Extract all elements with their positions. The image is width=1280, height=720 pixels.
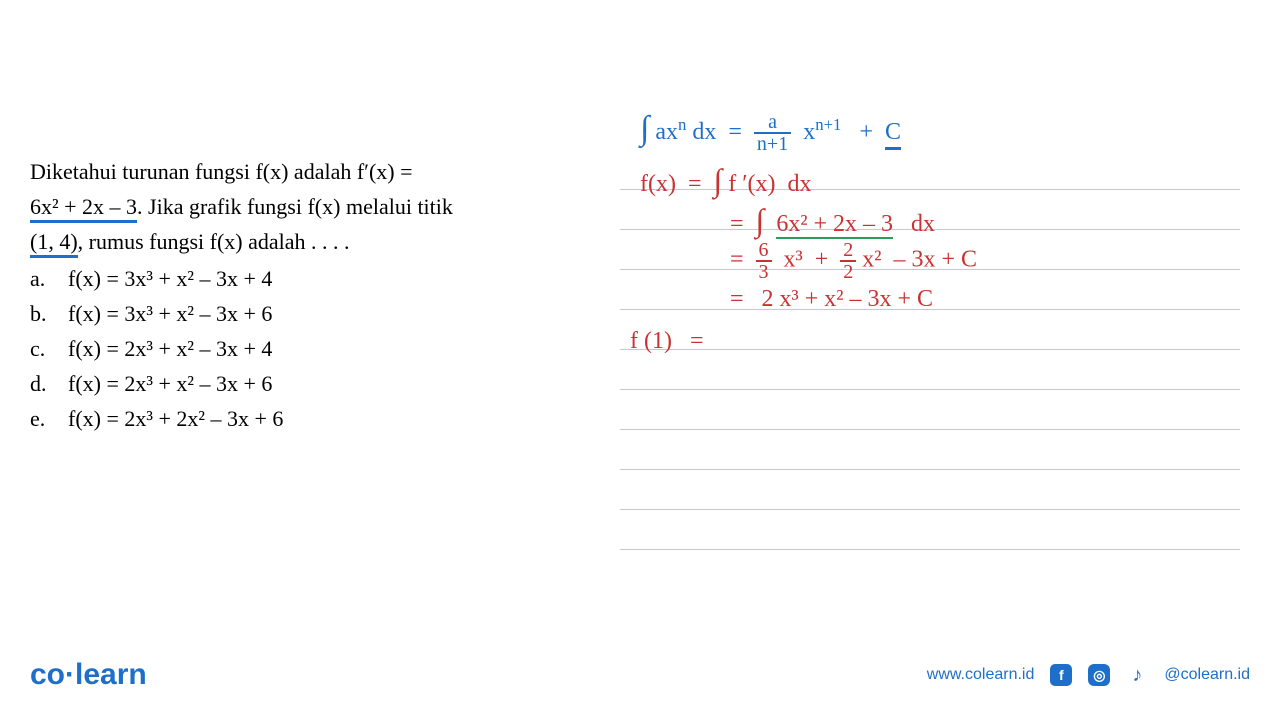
footer-handle: @colearn.id: [1164, 666, 1250, 684]
tiktok-icon: ♪: [1126, 664, 1148, 686]
equals-sign: =: [730, 286, 744, 312]
work-line1: f(x) = ∫ f ′(x) dx: [640, 162, 812, 199]
integral-sign: ∫: [640, 110, 649, 147]
option-letter: c.: [30, 332, 50, 365]
problem-line3: (1, 4), rumus fungsi f(x) adalah . . . .: [30, 225, 570, 258]
simplified-expr: 2 x³ + x² – 3x + C: [762, 286, 933, 312]
rest-terms: – 3x + C: [894, 247, 978, 273]
facebook-icon: f: [1050, 664, 1072, 686]
dx: dx: [788, 171, 812, 197]
option-letter: d.: [30, 367, 50, 400]
equals-sign: =: [730, 211, 744, 237]
integral-sign: ∫: [714, 162, 723, 198]
option-text: f(x) = 3x³ + x² – 3x + 4: [68, 262, 272, 295]
logo-dot: ·: [65, 658, 75, 691]
instagram-icon: ◎: [1088, 664, 1110, 686]
formula-fraction: a n+1: [754, 112, 791, 154]
work-line5: f (1) =: [630, 328, 704, 355]
option-text: f(x) = 2x³ + x² – 3x + 6: [68, 367, 272, 400]
f-of-1: f (1): [630, 328, 672, 354]
formula-x: x: [666, 119, 678, 145]
equals-sign: =: [728, 119, 742, 145]
footer-right: www.colearn.id f ◎ ♪ @colearn.id: [927, 664, 1250, 686]
option-text: f(x) = 2x³ + 2x² – 3x + 6: [68, 402, 283, 435]
option-c: c. f(x) = 2x³ + x² – 3x + 4: [30, 332, 570, 365]
x-cubed: x³: [784, 247, 803, 273]
f-prime: f ′(x): [728, 171, 775, 197]
option-letter: e.: [30, 402, 50, 435]
problem-line2: 6x² + 2x – 3. Jika grafik fungsi f(x) me…: [30, 190, 570, 223]
problem-line2-rest: . Jika grafik fungsi f(x) melalui titik: [137, 194, 453, 219]
x-squared: x²: [862, 247, 881, 273]
option-letter: b.: [30, 297, 50, 330]
formula-dx: dx: [692, 119, 716, 145]
equals-sign: =: [690, 328, 704, 354]
option-text: f(x) = 3x³ + x² – 3x + 6: [68, 297, 272, 330]
formula-exp: n+1: [815, 115, 841, 134]
problem-line1: Diketahui turunan fungsi f(x) adalah f′(…: [30, 155, 570, 188]
point-value: (1, 4): [30, 229, 78, 258]
work-line2: = ∫ 6x² + 2x – 3 dx: [730, 202, 935, 239]
formula-x2: x: [803, 119, 815, 145]
options-list: a. f(x) = 3x³ + x² – 3x + 4 b. f(x) = 3x…: [30, 262, 570, 435]
frac-num: 6: [756, 240, 772, 262]
formula-a: a: [655, 119, 666, 145]
colearn-logo: co·learn: [30, 658, 147, 692]
plus-sign: +: [815, 247, 829, 273]
equals-sign: =: [730, 247, 744, 273]
plus-sign: +: [859, 119, 873, 145]
equals-sign: =: [688, 171, 702, 197]
option-b: b. f(x) = 3x³ + x² – 3x + 6: [30, 297, 570, 330]
frac-num: a: [754, 112, 791, 134]
footer: co·learn www.colearn.id f ◎ ♪ @colearn.i…: [30, 658, 1250, 692]
frac-2: 2 2: [840, 240, 856, 282]
formula-n: n: [678, 115, 686, 134]
footer-url: www.colearn.id: [927, 666, 1035, 684]
option-e: e. f(x) = 2x³ + 2x² – 3x + 6: [30, 402, 570, 435]
work-line3: = 6 3 x³ + 2 2 x² – 3x + C: [730, 240, 977, 282]
problem-panel: Diketahui turunan fungsi f(x) adalah f′(…: [30, 155, 570, 437]
integral-sign: ∫: [756, 202, 765, 238]
frac-den: 2: [840, 262, 856, 282]
logo-learn: learn: [75, 658, 147, 691]
integrand: 6x² + 2x – 3: [776, 211, 893, 239]
derivative-expression: 6x² + 2x – 3: [30, 194, 137, 223]
frac-den: n+1: [754, 134, 791, 154]
option-d: d. f(x) = 2x³ + x² – 3x + 6: [30, 367, 570, 400]
frac-den: 3: [756, 262, 772, 282]
fx-label: f(x): [640, 171, 676, 197]
option-letter: a.: [30, 262, 50, 295]
frac-num: 2: [840, 240, 856, 262]
option-a: a. f(x) = 3x³ + x² – 3x + 4: [30, 262, 570, 295]
dx: dx: [911, 211, 935, 237]
work-panel: ∫ axn dx = a n+1 xn+1 + C f(x) = ∫ f ′(x…: [620, 110, 1240, 540]
work-line4: = 2 x³ + x² – 3x + C: [730, 286, 933, 313]
problem-line3-rest: , rumus fungsi f(x) adalah . . . .: [78, 229, 350, 254]
frac-1: 6 3: [756, 240, 772, 282]
constant-c: C: [885, 119, 901, 150]
integral-formula: ∫ axn dx = a n+1 xn+1 + C: [640, 110, 901, 154]
option-text: f(x) = 2x³ + x² – 3x + 4: [68, 332, 272, 365]
logo-co: co: [30, 658, 65, 691]
